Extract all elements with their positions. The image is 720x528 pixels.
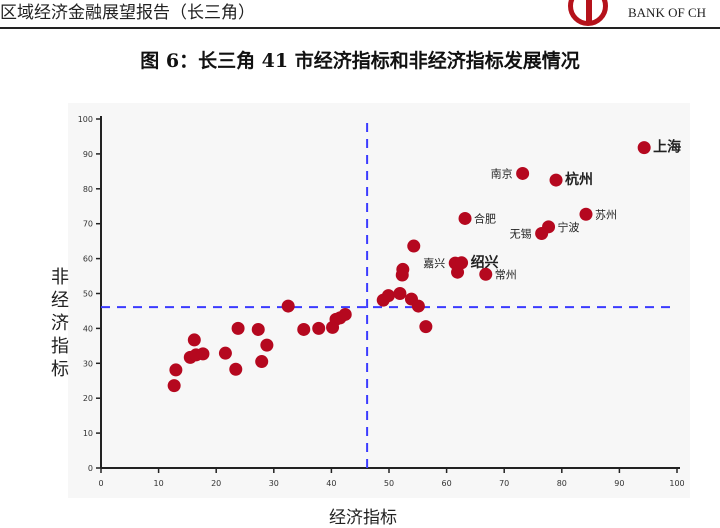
data-point bbox=[419, 320, 433, 334]
data-point bbox=[549, 173, 563, 187]
data-point bbox=[196, 347, 210, 361]
figure-title: 图 6：长三角 41 市经济指标和非经济指标发展情况 bbox=[140, 50, 580, 72]
point-label: 南京 bbox=[491, 166, 513, 180]
y-tick-label: 30 bbox=[83, 359, 93, 368]
data-point bbox=[251, 322, 265, 336]
x-tick-label: 0 bbox=[98, 479, 103, 488]
point-label: 绍兴 bbox=[471, 254, 499, 271]
point-label: 合肥 bbox=[474, 211, 496, 225]
data-point bbox=[458, 211, 472, 225]
y-tick-label: 60 bbox=[83, 255, 93, 264]
x-tick-label: 10 bbox=[154, 479, 164, 488]
x-tick-label: 80 bbox=[557, 479, 567, 488]
point-label: 无锡 bbox=[510, 226, 532, 240]
data-point bbox=[535, 226, 549, 240]
x-tick-label: 40 bbox=[326, 479, 336, 488]
y-tick-label: 50 bbox=[83, 290, 93, 299]
data-point bbox=[479, 267, 493, 281]
y-tick-label: 40 bbox=[83, 324, 93, 333]
data-point bbox=[637, 141, 651, 155]
data-point bbox=[516, 166, 530, 180]
report-header-title: 区域经济金融展望报告（长三角） bbox=[0, 3, 255, 23]
x-tick-label: 20 bbox=[211, 479, 221, 488]
y-tick-label: 80 bbox=[83, 185, 93, 194]
data-point bbox=[187, 333, 201, 347]
data-point bbox=[255, 355, 269, 369]
point-label: 常州 bbox=[495, 268, 517, 281]
data-point bbox=[407, 239, 421, 253]
data-point bbox=[579, 207, 593, 221]
x-tick-label: 70 bbox=[499, 479, 509, 488]
data-point bbox=[381, 289, 395, 303]
data-point bbox=[260, 338, 274, 352]
data-point bbox=[411, 299, 425, 313]
bank-logo-icon bbox=[568, 0, 608, 26]
data-point bbox=[338, 307, 352, 321]
x-tick-label: 60 bbox=[442, 479, 452, 488]
data-point bbox=[312, 321, 326, 335]
data-point bbox=[169, 363, 183, 377]
y-axis-label: 非经济指标 bbox=[51, 267, 69, 380]
bank-name: BANK OF CH bbox=[628, 5, 707, 20]
y-tick-label: 20 bbox=[83, 394, 93, 403]
data-point bbox=[297, 322, 311, 336]
y-tick-label: 10 bbox=[83, 429, 93, 438]
data-point bbox=[393, 287, 407, 300]
data-point bbox=[167, 379, 181, 393]
point-label: 杭州 bbox=[565, 171, 593, 188]
data-point bbox=[455, 256, 469, 270]
data-point bbox=[218, 346, 232, 360]
point-label: 宁波 bbox=[558, 220, 580, 234]
point-label: 上海 bbox=[653, 139, 681, 156]
y-tick-label: 70 bbox=[83, 220, 93, 229]
point-label: 嘉兴 bbox=[423, 256, 445, 270]
x-tick-label: 90 bbox=[614, 479, 624, 488]
point-label: 苏州 bbox=[595, 208, 617, 221]
data-point bbox=[229, 362, 243, 376]
data-point bbox=[231, 321, 245, 335]
y-tick-label: 100 bbox=[78, 115, 93, 124]
y-tick-label: 90 bbox=[83, 150, 93, 159]
data-point bbox=[396, 262, 410, 276]
y-tick-label: 0 bbox=[88, 464, 93, 473]
header-divider bbox=[0, 27, 720, 29]
x-tick-label: 100 bbox=[669, 479, 684, 488]
data-point bbox=[281, 299, 295, 313]
x-tick-label: 50 bbox=[384, 479, 394, 488]
x-tick-label: 30 bbox=[269, 479, 279, 488]
x-axis-label: 经济指标 bbox=[329, 508, 397, 528]
